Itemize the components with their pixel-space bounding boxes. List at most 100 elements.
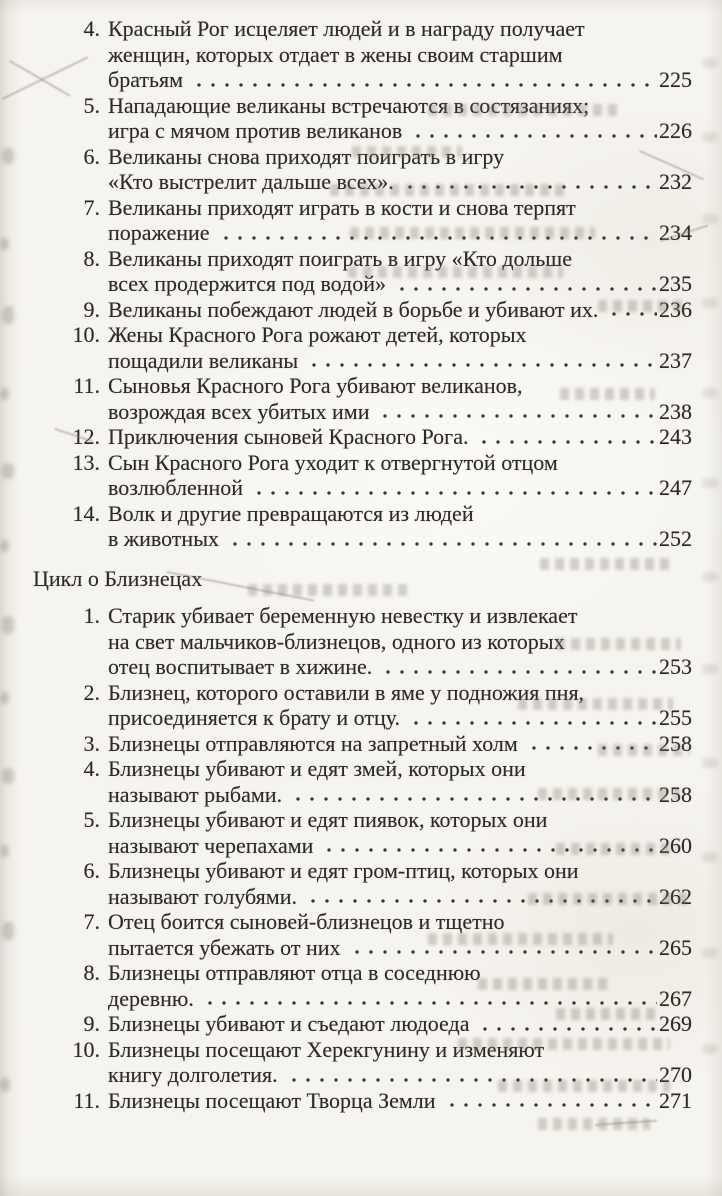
item-number: 13. (72, 449, 101, 475)
page-number: 243 (659, 424, 692, 449)
bleedthrough-smudge (702, 572, 718, 582)
item-number: 12. (72, 424, 101, 449)
dot-leader (225, 526, 657, 552)
item-line: называют рыбами. (108, 781, 283, 807)
item-last-line: пытается убежать от них 265 (108, 934, 692, 960)
page-number: 265 (659, 934, 692, 960)
page-number: 237 (659, 347, 692, 373)
edge-mark (0, 238, 9, 250)
dot-leader (476, 1011, 657, 1037)
item-text: Великаны снова приходят поиграть в игру «… (108, 144, 692, 195)
item-text: Жены Красного Рога рожают детей, которых… (108, 322, 692, 373)
bleedthrough-smudge (348, 266, 563, 278)
toc-item: 13. Сын Красного Рога уходит к отвергнуто… (33, 450, 692, 501)
dot-leader (407, 705, 657, 731)
item-line: возрождая всех убитых ими (108, 398, 370, 424)
page-number: 271 (659, 1087, 692, 1113)
bleedthrough-smudge (598, 744, 690, 756)
bleedthrough-smudge (428, 933, 613, 945)
page-number: 238 (659, 398, 692, 424)
item-line: братьям (108, 67, 184, 92)
item-text: Приключения сыновей Красного Рога. 243 (108, 424, 692, 450)
item-number: 7. (83, 909, 101, 934)
item-line: Красный Рог исцеляет людей и в награду п… (108, 16, 585, 41)
page-number: 269 (659, 1011, 692, 1036)
item-text: Близнецы убивают и съедают людоеда 269 (108, 1011, 692, 1037)
edge-mark (2, 306, 14, 324)
item-last-line: деревню. 267 (108, 985, 692, 1011)
item-text: Близнецы убивают и едят змей, которых он… (108, 756, 692, 807)
edge-mark (2, 616, 14, 634)
toc-item: 4. Красный Рог исцеляет людей и в награду… (33, 16, 692, 93)
item-line: Близнец, которого оставили в яме у подно… (108, 679, 585, 705)
item-number: 6. (83, 858, 101, 883)
item-line: деревню. (108, 985, 194, 1011)
toc-item: 8. Великаны приходят поиграть в игру «Кто… (33, 246, 692, 297)
bleedthrough-smudge (538, 788, 680, 800)
item-last-line: возлюбленной 247 (108, 475, 692, 501)
item-line: Близнецы посещают Творца Земли (108, 1087, 436, 1113)
item-line: возлюбленной (108, 475, 244, 500)
page-number: 247 (659, 475, 692, 500)
bleedthrough-smudge (352, 146, 462, 158)
toc-item: 12. Приключения сыновей Красного Рога. 243 (33, 424, 692, 450)
item-line: Отец боится сыновей-близнецов и тщетно (108, 909, 505, 934)
item-text: Близнецы убивают и едят пиявок, которых … (108, 807, 692, 858)
item-line: Близнецы отправляют отца в соседнюю (108, 960, 481, 985)
bleedthrough-smudge (702, 1044, 718, 1054)
dot-leader (216, 220, 657, 246)
item-line: называют черепахами (108, 832, 314, 858)
item-line: поражение (108, 220, 210, 245)
page-number: 267 (659, 985, 692, 1011)
bleedthrough-smudge (702, 298, 718, 308)
page-number: 252 (659, 526, 692, 551)
item-number: 10. (72, 1036, 101, 1062)
item-text: Близнец, которого оставили в яме у подно… (108, 680, 692, 731)
dot-leader (475, 424, 657, 450)
item-last-line: отец воспитывает в хижине. 253 (108, 654, 692, 680)
item-line: Близнецы убивают и едят змей, которых он… (108, 756, 526, 781)
dot-leader (605, 296, 657, 322)
item-number: 5. (83, 807, 101, 832)
toc-item: 14. Волк и другие превращаются из людей в … (33, 501, 692, 552)
item-last-line: Близнецы посещают Творца Земли 271 (108, 1087, 692, 1113)
item-line: Жены Красного Рога рожают детей, которых (108, 322, 527, 347)
bleedthrough-smudge (560, 388, 655, 400)
item-line: игра с мячом против великанов (108, 118, 403, 143)
item-line: Близнецы посещают Херекгунину и изменяют (108, 1036, 545, 1062)
item-last-line: пощадили великаны 237 (108, 347, 692, 373)
item-text: Отец боится сыновей-близнецов и тщетно пы… (108, 909, 692, 960)
dot-leader (303, 883, 657, 909)
item-text: Близнецы отправляются на запретный холм 2… (108, 730, 692, 756)
bleedthrough-smudge (478, 978, 610, 990)
toc-item: 6. Великаны снова приходят поиграть в игр… (33, 144, 692, 195)
item-last-line: называют черепахами 260 (108, 832, 692, 858)
bleedthrough-smudge (598, 300, 683, 312)
item-line: Великаны приходят играть в кости и снова… (108, 194, 576, 220)
item-text: Великаны приходят поиграть в игру «Кто д… (108, 246, 692, 297)
item-text: Близнецы посещают Херекгунину и изменяют… (108, 1037, 692, 1088)
bleedthrough-smudge (702, 758, 718, 768)
bleedthrough-smudge (556, 1008, 656, 1020)
bleedthrough-smudge (556, 843, 678, 855)
bleedthrough-smudge (330, 184, 565, 196)
item-line: пощадили великаны (108, 347, 299, 373)
item-text: Нападающие великаны встречаются в состяз… (108, 93, 692, 144)
item-last-line: игра с мячом против великанов 226 (108, 118, 692, 144)
item-text: Сыновья Красного Рога убивают великанов,… (108, 373, 692, 424)
page-number: 226 (659, 118, 692, 143)
dot-leader (190, 67, 657, 93)
item-line: Близнецы убивают и едят гром-птиц, котор… (108, 858, 579, 883)
item-line: Сын Красного Рога уходит к отвергнутой о… (108, 449, 558, 475)
item-line: Близнецы убивают и едят пиявок, которых … (108, 807, 548, 832)
bleedthrough-smudge (540, 558, 675, 570)
item-last-line: присоединяется к брату и отцу. 255 (108, 705, 692, 731)
toc-item: 3. Близнецы отправляются на запретный хол… (33, 730, 692, 756)
page-number: 258 (659, 782, 692, 808)
item-line: на свет мальчиков-близнецов, одного из к… (108, 628, 565, 654)
toc-item: 7. Великаны приходят играть в кости и сно… (33, 195, 692, 246)
dot-leader (442, 1087, 657, 1113)
item-line: всех продержится под водой» (108, 271, 387, 296)
item-line: «Кто выстрелит дальше всех». (108, 169, 394, 194)
